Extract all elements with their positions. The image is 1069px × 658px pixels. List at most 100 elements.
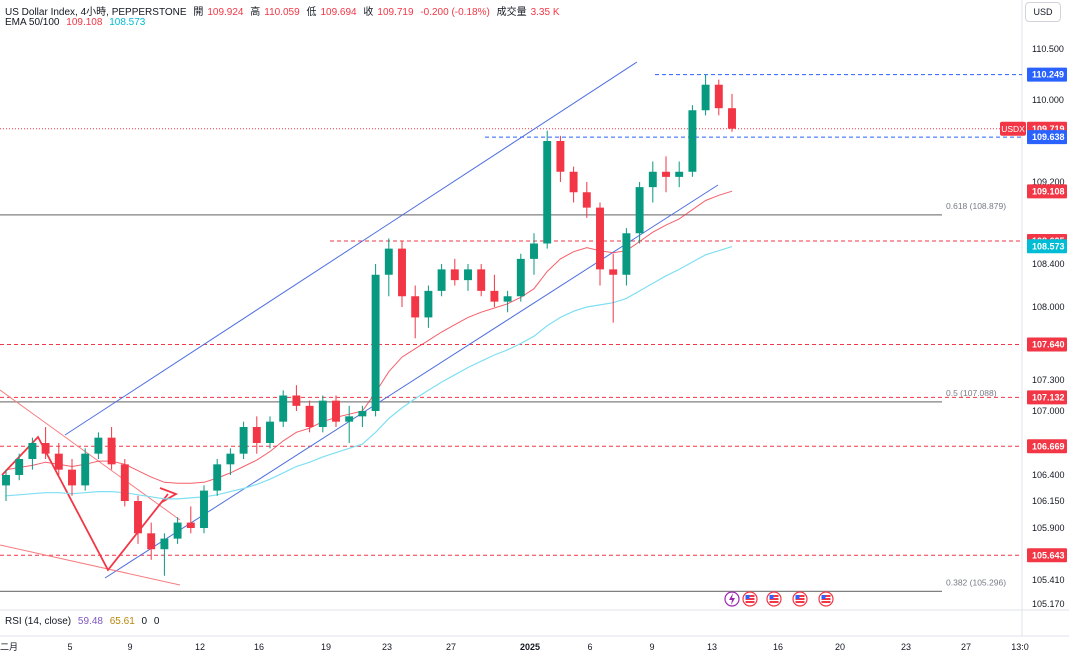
candle — [477, 264, 486, 297]
candle-body — [556, 141, 565, 172]
price-tag — [1027, 130, 1067, 145]
candle — [569, 166, 578, 203]
candle-body — [120, 464, 129, 501]
candle — [675, 161, 684, 188]
candle-body — [622, 233, 631, 275]
candle-body — [292, 395, 301, 406]
price-tick-label: 105.410 — [1032, 575, 1065, 585]
candle-body — [15, 459, 24, 475]
candle — [450, 258, 459, 286]
flag-canton — [745, 595, 750, 599]
ema100-value: 108.573 — [109, 17, 146, 28]
time-tick-label: 23 — [901, 642, 911, 652]
price-tag — [1027, 390, 1067, 405]
rsi-legend: RSI (14, close) 59.48 65.61 0 0 — [5, 616, 163, 627]
currency-button[interactable]: USD — [1025, 2, 1061, 22]
symbol-title: US Dollar Index, 4小時, PEPPERSTONE — [5, 7, 187, 18]
candle — [41, 427, 50, 459]
candle — [596, 202, 604, 286]
price-tag-label: 109.638 — [1032, 132, 1065, 142]
candle — [200, 485, 208, 534]
candle — [490, 274, 499, 307]
wedge-lower-line — [0, 544, 181, 586]
candle-body — [358, 411, 367, 417]
candle — [186, 506, 195, 534]
time-tick-label: 9 — [127, 642, 132, 652]
candle-body — [596, 207, 604, 270]
fib-level-label: 0.5 (107.088) — [946, 388, 997, 398]
price-tag — [1027, 337, 1067, 352]
candle — [384, 238, 393, 297]
symbol-tag — [1000, 121, 1026, 136]
candle-body — [239, 427, 248, 454]
candle-body — [569, 171, 578, 193]
candle — [252, 416, 261, 454]
candle-body — [332, 400, 340, 422]
time-tick-label: 5 — [67, 642, 72, 652]
candle — [635, 182, 644, 244]
candle — [622, 228, 631, 286]
lightning-shape — [729, 593, 735, 605]
candle — [332, 395, 340, 427]
candle — [2, 469, 10, 501]
candle — [648, 161, 657, 203]
lightning-event-icon — [724, 591, 740, 607]
candle-body — [714, 84, 723, 109]
time-tick-label: 16 — [773, 642, 783, 652]
candle-body — [266, 421, 274, 443]
candle — [424, 285, 433, 328]
close-value: 109.719 — [377, 7, 414, 18]
candle — [556, 135, 565, 182]
candle-body — [543, 141, 552, 244]
candle-body — [305, 405, 314, 427]
candle-body — [450, 269, 459, 281]
candle-body — [54, 453, 63, 470]
price-tag-label: 108.573 — [1032, 241, 1065, 251]
candle-body — [582, 192, 591, 208]
price-tick-label: 105.170 — [1032, 599, 1065, 609]
channel-upper-line — [64, 61, 638, 436]
candle-body — [424, 290, 433, 318]
open-label: 開 — [193, 7, 204, 18]
time-tick-label: 20 — [835, 642, 845, 652]
candle — [371, 264, 380, 417]
flag-canton — [769, 595, 774, 599]
candle — [701, 74, 710, 116]
us-flag-event-icon — [818, 591, 834, 607]
candle — [345, 405, 354, 443]
candle — [134, 495, 142, 544]
rsi-title: RSI (14, close) — [5, 616, 72, 627]
price-tick-label: 105.900 — [1032, 523, 1065, 533]
rsi-value-2: 65.61 — [109, 616, 135, 627]
candle — [107, 427, 116, 470]
candle — [662, 156, 670, 193]
candle — [318, 395, 327, 433]
candle — [688, 105, 697, 177]
price-tick-label: 110.000 — [1032, 95, 1064, 105]
price-tick-label: 106.150 — [1032, 496, 1065, 506]
candle-body — [516, 258, 525, 297]
rsi-value-3: 0 — [141, 616, 148, 627]
candle-body — [675, 171, 684, 177]
candle-body — [186, 522, 195, 528]
price-tag-label: 110.249 — [1032, 70, 1064, 80]
candle — [292, 385, 301, 411]
candle — [147, 522, 156, 560]
ema-title: EMA 50/100 — [5, 17, 60, 28]
candle — [213, 459, 222, 496]
candle — [28, 437, 37, 470]
time-tick-label: 27 — [961, 642, 971, 652]
high-value: 110.059 — [264, 7, 300, 18]
candle-body — [318, 400, 327, 427]
price-tag-label: 106.669 — [1032, 441, 1065, 451]
open-value: 109.924 — [207, 7, 244, 18]
volume-label: 成交量 — [496, 7, 527, 18]
high-label: 高 — [250, 7, 261, 18]
candle — [226, 448, 235, 475]
price-tag — [1027, 548, 1067, 563]
flag-stripes — [769, 595, 779, 603]
candle — [173, 517, 182, 544]
price-tick-label: 106.400 — [1032, 470, 1065, 480]
candle — [239, 421, 248, 459]
